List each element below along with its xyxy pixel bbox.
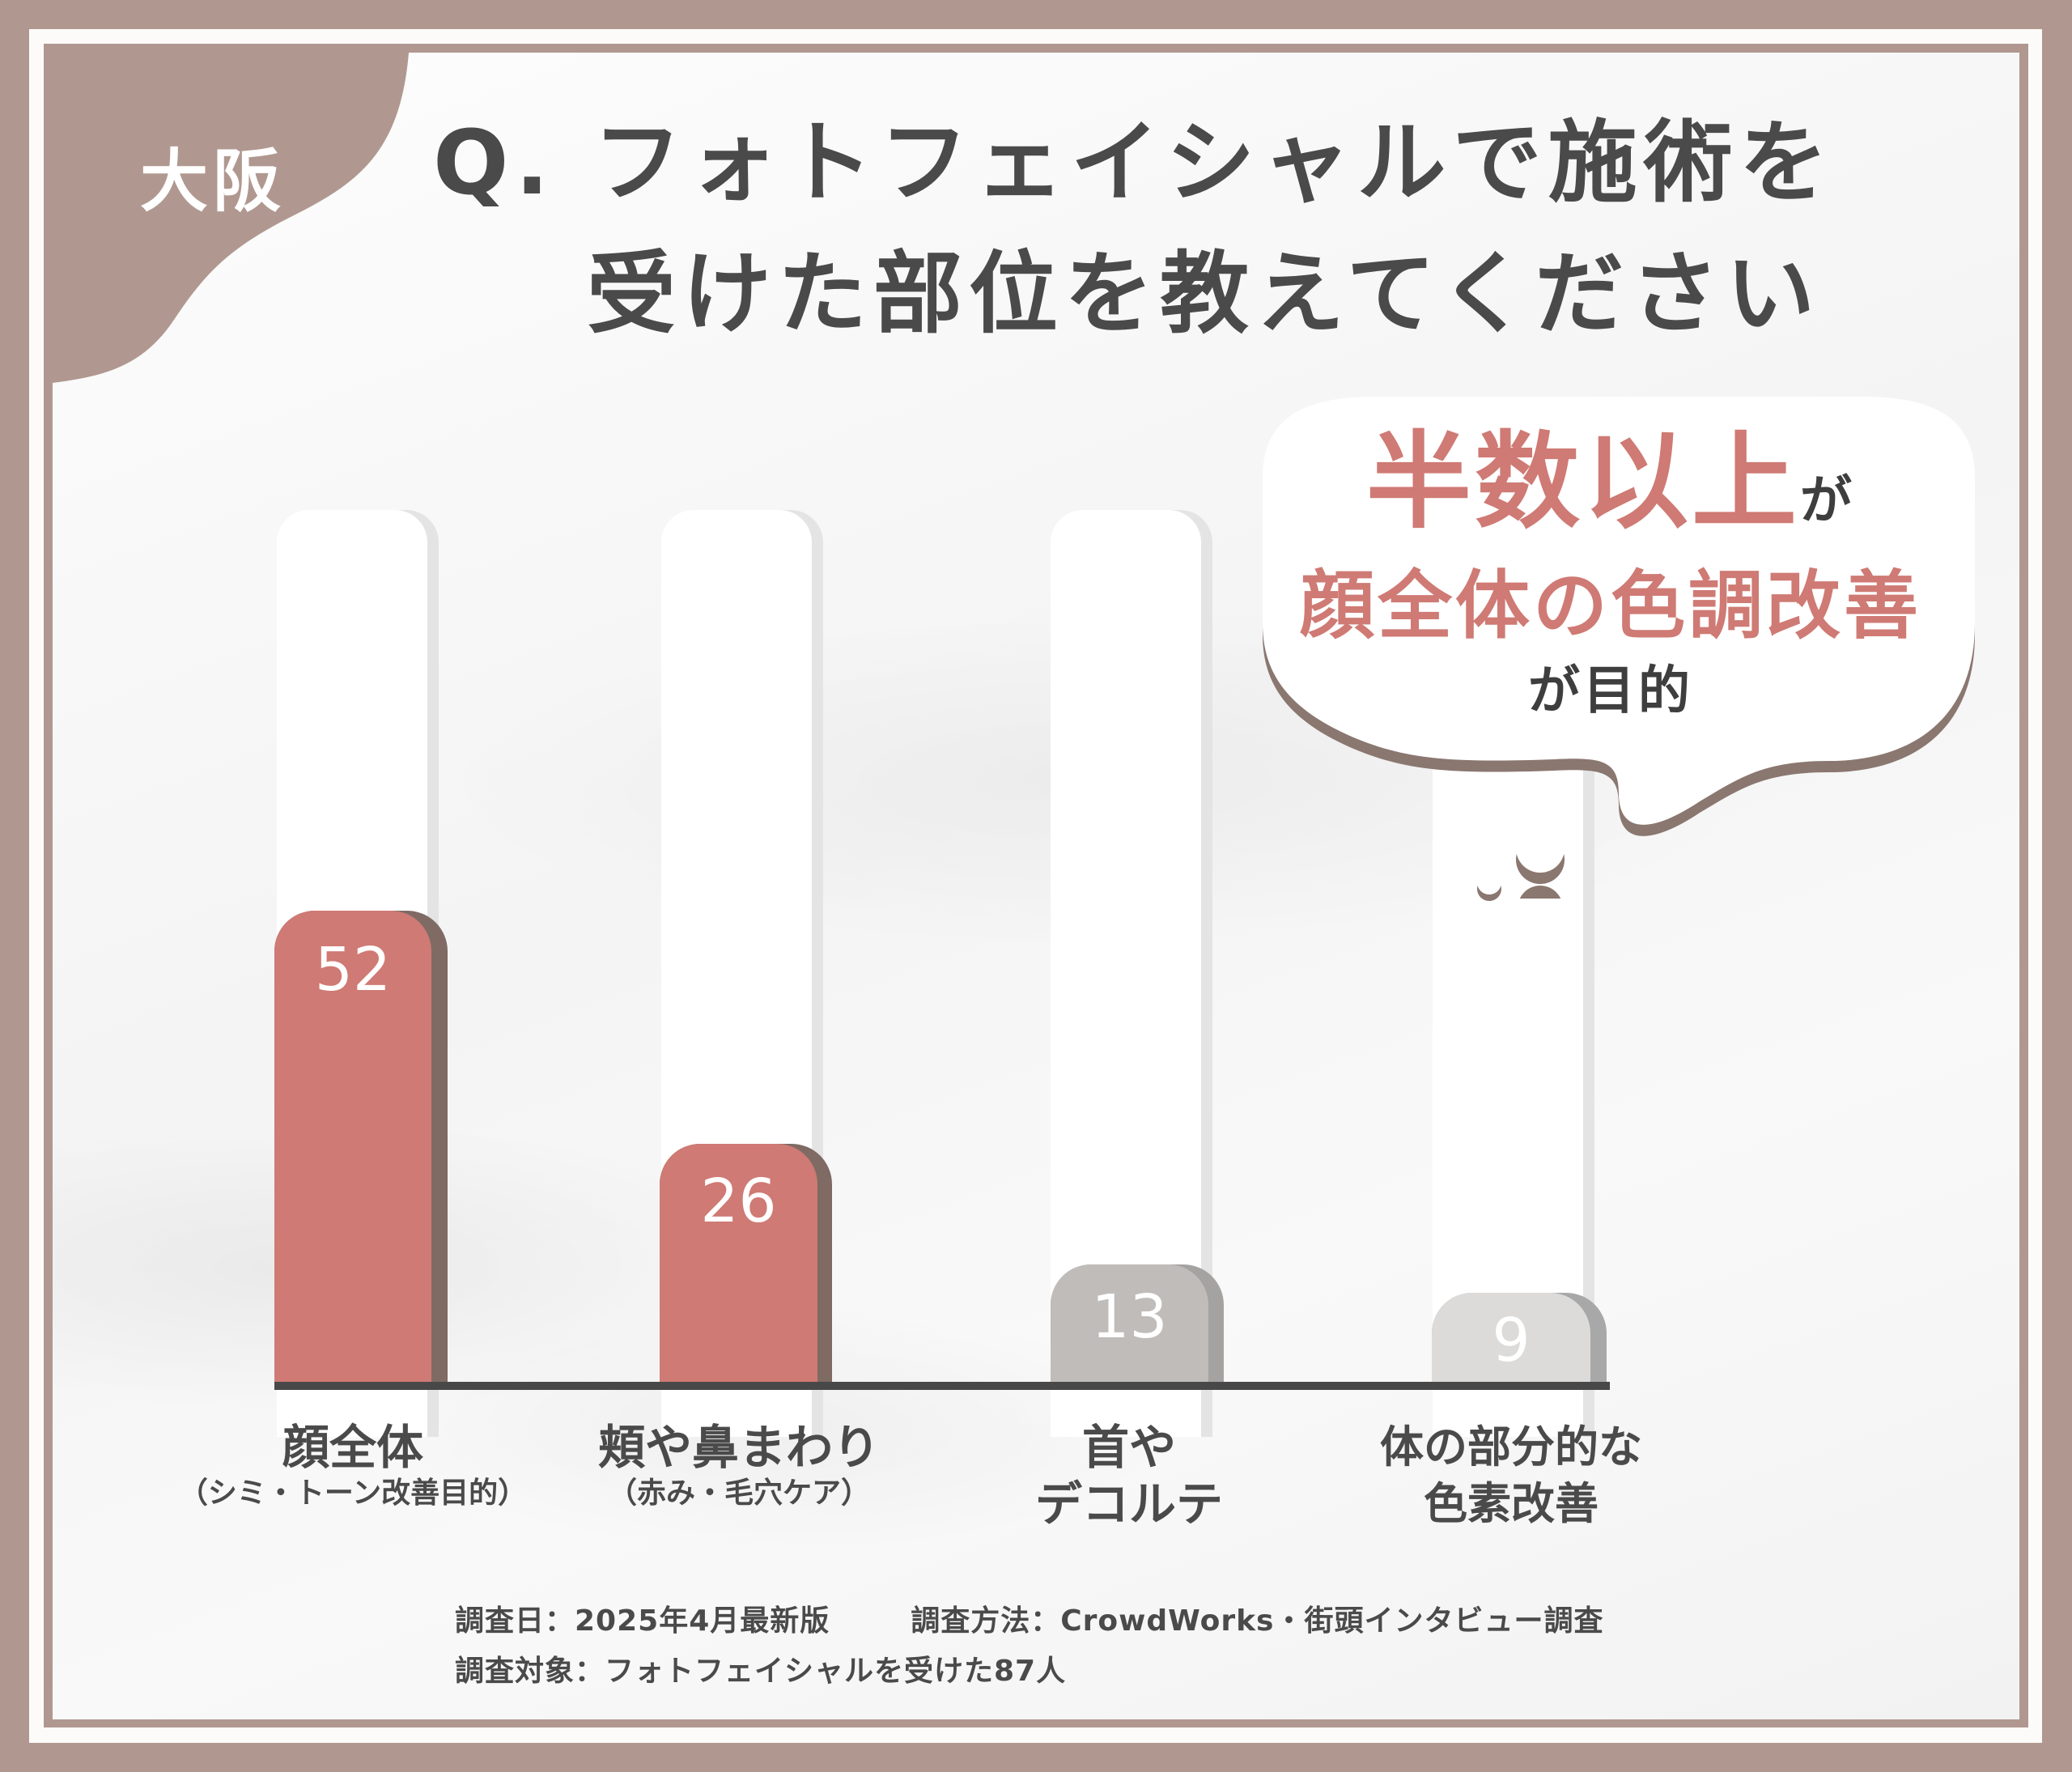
category-label-2: 頬や鼻まわり （赤み・毛穴ケア）: [537, 1419, 941, 1511]
bar-value: 9: [1492, 1306, 1531, 1375]
page-title: Q. フォトフェイシャルで施術を 受けた部位を教えてください: [433, 97, 1835, 359]
survey-target: 調査対象：フォトフェイシャルを受けた87人: [455, 1655, 1067, 1688]
callout-bubble: [1263, 397, 1975, 899]
category-sublabel-2: （赤み・毛穴ケア）: [607, 1477, 870, 1510]
callout-particle: が: [1800, 471, 1855, 531]
bubble-trail-dots: [1477, 826, 1565, 901]
title-line-2: 受けた部位を教えてください: [587, 242, 1822, 346]
region-label: 大阪: [140, 142, 287, 221]
bar-value: 52: [314, 935, 392, 1005]
category-label-3: 首や デコルテ: [1034, 1420, 1223, 1532]
x-axis-line: [274, 1382, 1610, 1390]
callout-emphasis: 顔全体の色調改善: [1299, 563, 1921, 649]
callout-text: 半数以上が 顔全体の色調改善 が目的: [1246, 421, 1975, 732]
region-tab-shape: [53, 53, 409, 383]
category-label-4: 体の部分的な 色素改善: [1380, 1421, 1642, 1529]
bar-value: 13: [1091, 1282, 1168, 1352]
callout-highlight: 半数以上: [1365, 420, 1800, 543]
category-sublabel-1: （シミ・トーン改善目的）: [178, 1477, 528, 1510]
title-line-1: Q. フォトフェイシャルで施術を: [433, 111, 1835, 215]
survey-date: 調査日：2025年4月最新版: [455, 1604, 830, 1638]
survey-footer: 調査日：2025年4月最新版 調査方法：CrowdWorks・街頭インタビュー調査…: [455, 1596, 1603, 1697]
bar-value: 26: [700, 1166, 777, 1236]
survey-method: 調査方法：CrowdWorks・街頭インタビュー調査: [911, 1604, 1604, 1638]
chart-panel: 大阪 Q. フォトフェイシャルで施術を 受けた部位を教えてください 52 26 …: [53, 53, 2019, 1719]
category-label-1: 顔全体 （シミ・トーン改善目的）: [151, 1419, 555, 1511]
callout-tail: が目的: [1528, 661, 1693, 721]
